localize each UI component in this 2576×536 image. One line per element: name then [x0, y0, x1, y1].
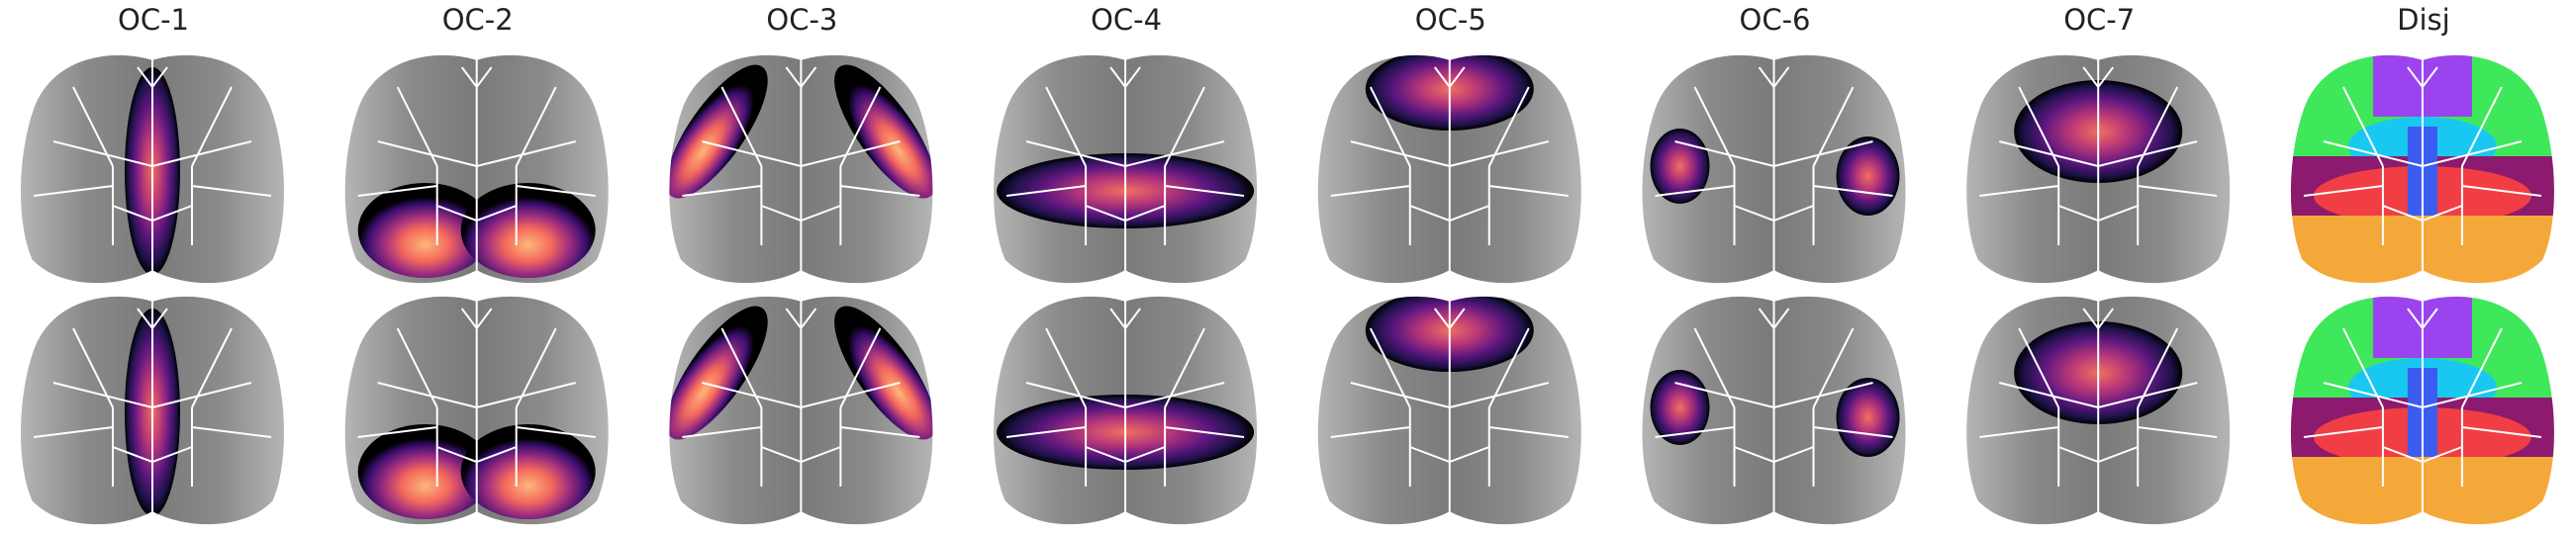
- brain-map: [19, 53, 286, 285]
- brain-edge: [343, 295, 611, 526]
- region-borders: [1330, 301, 1569, 512]
- brain-edge: [992, 53, 1259, 285]
- brain-edge: [2289, 295, 2556, 526]
- brain-map: [1964, 53, 2232, 285]
- brain-map: [667, 295, 934, 526]
- region-borders: [2303, 59, 2542, 271]
- brain-edge: [343, 53, 611, 285]
- brain-edge: [1964, 53, 2232, 285]
- brain-map: [2289, 295, 2556, 526]
- brain-edge: [667, 53, 934, 285]
- region-borders: [1979, 59, 2218, 271]
- region-borders: [1655, 59, 1893, 271]
- brain-map: [1316, 295, 1583, 526]
- brain-edge: [1964, 295, 2232, 526]
- region-borders: [357, 59, 596, 271]
- brain-map: [343, 53, 611, 285]
- brain-map: [992, 295, 1259, 526]
- region-borders: [1979, 301, 2218, 512]
- region-borders: [33, 59, 272, 271]
- activation-region: [357, 183, 493, 278]
- activation: [357, 424, 596, 519]
- region-borders: [2303, 301, 2542, 512]
- activation-region: [668, 64, 768, 199]
- brain-edge: [667, 295, 934, 526]
- activation: [668, 64, 934, 199]
- region-borders: [1005, 59, 1245, 271]
- brain-map: [1641, 53, 1907, 285]
- activation: [668, 306, 934, 440]
- brain-edge: [2289, 53, 2556, 285]
- region-borders: [33, 301, 272, 512]
- brain-map: [992, 53, 1259, 285]
- activation: [357, 183, 596, 278]
- region-borders: [357, 301, 596, 512]
- activation-region: [834, 306, 934, 440]
- brain-edge: [19, 53, 286, 285]
- panel-title: Disj: [2397, 3, 2450, 37]
- region-borders: [1655, 301, 1893, 512]
- panel-title: OC-3: [766, 3, 837, 37]
- brain-map: [1316, 53, 1583, 285]
- brain-edge: [19, 295, 286, 526]
- activation-region: [1836, 136, 1900, 216]
- region-borders: [1005, 301, 1245, 512]
- brain-edge: [1641, 53, 1907, 285]
- panel-title: OC-5: [1415, 3, 1486, 37]
- panel-title: OC-6: [1740, 3, 1811, 37]
- brain-edge: [1316, 53, 1583, 285]
- brain-map: [1641, 295, 1907, 526]
- panel-title: OC-7: [2063, 3, 2135, 37]
- activation-region: [1836, 378, 1900, 457]
- activation-region: [834, 64, 934, 199]
- activation-region: [460, 424, 596, 519]
- brain-edge: [992, 295, 1259, 526]
- brain-map: [1964, 295, 2232, 526]
- activation-region: [357, 424, 493, 519]
- brain-edge: [1316, 295, 1583, 526]
- brain-map: [2289, 53, 2556, 285]
- activation-region: [668, 306, 768, 440]
- panel-title: OC-2: [442, 3, 514, 37]
- panel-title: OC-4: [1091, 3, 1162, 37]
- brain-map: [667, 53, 934, 285]
- region-borders: [1330, 59, 1569, 271]
- brain-map: [19, 295, 286, 526]
- brain-edge: [1641, 295, 1907, 526]
- region-borders: [682, 301, 920, 512]
- brain-map: [343, 295, 611, 526]
- region-borders: [682, 59, 920, 271]
- panel-title: OC-1: [118, 3, 189, 37]
- activation-region: [460, 183, 596, 278]
